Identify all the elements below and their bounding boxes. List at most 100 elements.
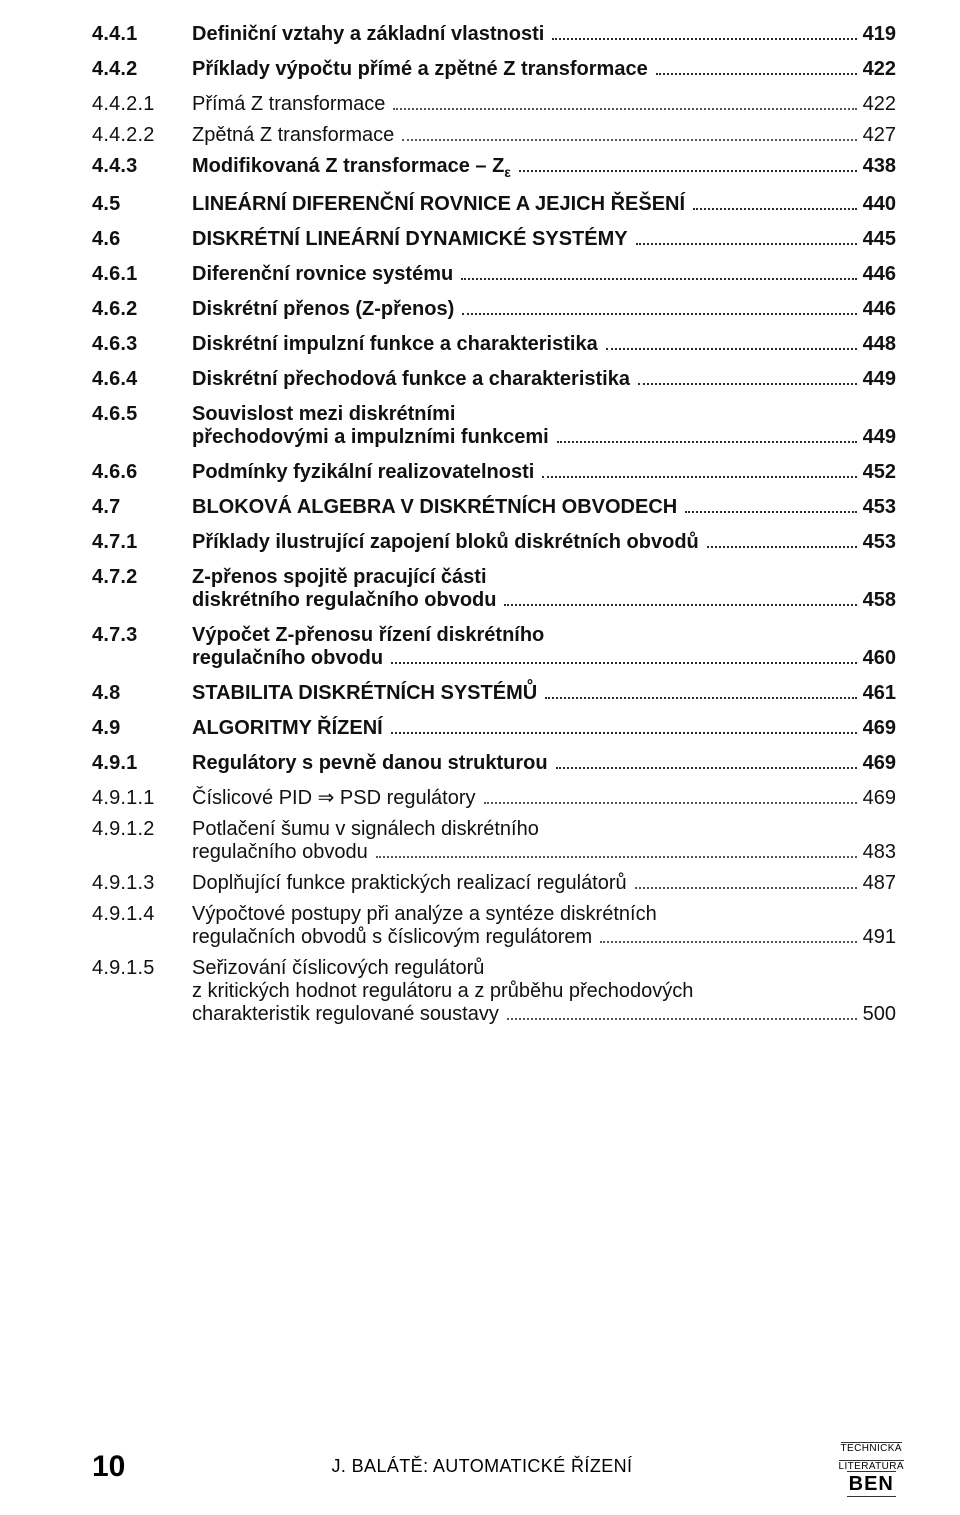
toc-number: 4.6.2 <box>92 299 192 320</box>
toc-page-number: 453 <box>863 497 896 518</box>
toc-page-number: 419 <box>863 24 896 45</box>
toc-page-number: 438 <box>863 156 896 177</box>
toc-title-line: Výpočet Z-přenosu řízení diskrétního <box>192 625 896 646</box>
toc-row: 4.9.1.5Seřizování číslicových regulátorů… <box>92 958 896 1025</box>
toc-title-text: Přímá Z transformace <box>192 94 385 115</box>
toc-page-number: 469 <box>863 718 896 739</box>
toc-title-text: regulačního obvodu <box>192 648 383 669</box>
toc-title-text: Regulátory s pevně danou strukturou <box>192 753 548 774</box>
toc-number: 4.6.6 <box>92 462 192 483</box>
toc-leader-dots <box>638 372 857 385</box>
toc-number: 4.4.2.1 <box>92 94 192 115</box>
toc-title-line: charakteristik regulované soustavy500 <box>192 1004 896 1025</box>
toc-title-block: Definiční vztahy a základní vlastnosti 41… <box>192 24 896 45</box>
toc-leader-dots <box>685 500 856 513</box>
toc-title-line: Seřizování číslicových regulátorů <box>192 958 896 979</box>
toc-page-number: 449 <box>863 369 896 390</box>
toc-title-block: Zpětná Z transformace427 <box>192 125 896 146</box>
toc-title-text: Definiční vztahy a základní vlastnosti <box>192 24 544 45</box>
toc-title-line: Definiční vztahy a základní vlastnosti 41… <box>192 24 896 45</box>
toc-row: 4.4.2.1Přímá Z transformace 422 <box>92 94 896 115</box>
toc-number: 4.6.4 <box>92 369 192 390</box>
toc-row: 4.9.1.2Potlačení šumu v signálech diskré… <box>92 819 896 863</box>
toc-title-line: diskrétního regulačního obvodu458 <box>192 590 896 611</box>
toc-title-block: Příklady ilustrující zapojení bloků disk… <box>192 532 896 553</box>
toc-title-block: ALGORITMY ŘÍZENÍ469 <box>192 718 896 739</box>
footer-author-text: J. BALÁTĚ: AUTOMATICKÉ ŘÍZENÍ <box>331 1456 632 1476</box>
toc-row: 4.6.4Diskrétní přechodová funkce a chara… <box>92 369 896 390</box>
toc-leader-dots <box>656 62 857 75</box>
toc-leader-dots <box>693 197 857 210</box>
toc-number: 4.9.1.4 <box>92 904 192 925</box>
toc-page-number: 461 <box>863 683 896 704</box>
toc-title-text: Příklady ilustrující zapojení bloků disk… <box>192 532 699 553</box>
toc-title-block: Doplňující funkce praktických realizací … <box>192 873 896 894</box>
toc-title-text: přechodovými a impulzními funkcemi <box>192 427 549 448</box>
toc-leader-dots <box>636 232 857 245</box>
toc-title-block: Příklady výpočtu přímé a zpětné Z transf… <box>192 59 896 80</box>
toc-leader-dots <box>545 686 856 699</box>
toc-leader-dots <box>542 465 856 478</box>
toc-title-line: DISKRÉTNÍ LINEÁRNÍ DYNAMICKÉ SYSTÉMY445 <box>192 229 896 250</box>
toc-title-block: Modifikovaná Z transformace – Zε438 <box>192 156 896 180</box>
toc-number: 4.8 <box>92 683 192 704</box>
toc-row: 4.9.1Regulátory s pevně danou strukturou… <box>92 753 896 774</box>
page-footer: 10 J. BALÁTĚ: AUTOMATICKÉ ŘÍZENÍ TECHNIC… <box>0 1438 960 1495</box>
toc-number: 4.7.2 <box>92 567 192 588</box>
toc-leader-dots <box>600 930 856 943</box>
toc-leader-dots <box>507 1007 857 1020</box>
toc-title-block: Diskrétní impulzní funkce a charakterist… <box>192 334 896 355</box>
toc-row: 4.7.3Výpočet Z-přenosu řízení diskrétníh… <box>92 625 896 669</box>
toc-row: 4.8STABILITA DISKRÉTNÍCH SYSTÉMŮ 461 <box>92 683 896 704</box>
toc-title-line: Doplňující funkce praktických realizací … <box>192 873 896 894</box>
toc-title-block: Seřizování číslicových regulátorůz kriti… <box>192 958 896 1025</box>
toc-page-number: 446 <box>863 264 896 285</box>
toc-title-line: Modifikovaná Z transformace – Zε438 <box>192 156 896 180</box>
toc-page-number: 469 <box>863 788 896 809</box>
toc-page-number: 422 <box>863 59 896 80</box>
toc-leader-dots <box>462 302 856 315</box>
toc-title-block: Diskrétní přechodová funkce a charakteri… <box>192 369 896 390</box>
toc-row: 4.7BLOKOVÁ ALGEBRA V DISKRÉTNÍCH OBVODEC… <box>92 497 896 518</box>
toc-title-block: STABILITA DISKRÉTNÍCH SYSTÉMŮ 461 <box>192 683 896 704</box>
toc-title-line: regulačního obvodu460 <box>192 648 896 669</box>
toc-number: 4.9.1.1 <box>92 788 192 809</box>
toc-number: 4.4.2.2 <box>92 125 192 146</box>
toc-number: 4.5 <box>92 194 192 215</box>
toc-page-number: 491 <box>863 927 896 948</box>
toc-title-line: Souvislost mezi diskrétními <box>192 404 896 425</box>
toc-title-line: ALGORITMY ŘÍZENÍ469 <box>192 718 896 739</box>
toc-number: 4.7.3 <box>92 625 192 646</box>
toc-title-line: LINEÁRNÍ DIFERENČNÍ ROVNICE A JEJICH ŘEŠ… <box>192 194 896 215</box>
toc-title-text: Doplňující funkce praktických realizací … <box>192 873 627 894</box>
toc-title-line: regulačního obvodu483 <box>192 842 896 863</box>
toc-leader-dots <box>557 430 857 443</box>
toc-title-line: Výpočtové postupy při analýze a syntéze … <box>192 904 896 925</box>
toc-title-text: Diferenční rovnice systému <box>192 264 453 285</box>
toc-number: 4.9 <box>92 718 192 739</box>
document-page: 4.4.1Definiční vztahy a základní vlastno… <box>0 0 960 1515</box>
toc-leader-dots <box>504 593 856 606</box>
toc-row: 4.9.1.1Číslicové PID ⇒ PSD regulátory469 <box>92 788 896 809</box>
toc-row: 4.9.1.3Doplňující funkce praktických rea… <box>92 873 896 894</box>
toc-number: 4.6 <box>92 229 192 250</box>
toc-row: 4.6.1Diferenční rovnice systému446 <box>92 264 896 285</box>
toc-title-line: BLOKOVÁ ALGEBRA V DISKRÉTNÍCH OBVODECH45… <box>192 497 896 518</box>
toc-leader-dots <box>484 791 857 804</box>
toc-number: 4.6.3 <box>92 334 192 355</box>
toc-row: 4.9.1.4Výpočtové postupy při analýze a s… <box>92 904 896 948</box>
toc-row: 4.9ALGORITMY ŘÍZENÍ469 <box>92 718 896 739</box>
toc-title-text: regulačních obvodů s číslicovým reguláto… <box>192 927 592 948</box>
toc-row: 4.7.1Příklady ilustrující zapojení bloků… <box>92 532 896 553</box>
toc-row: 4.7.2Z-přenos spojitě pracující částidis… <box>92 567 896 611</box>
toc-page-number: 487 <box>863 873 896 894</box>
toc-row: 4.6.2Diskrétní přenos (Z-přenos)446 <box>92 299 896 320</box>
toc-number: 4.7 <box>92 497 192 518</box>
toc-title-block: Souvislost mezi diskrétnímipřechodovými … <box>192 404 896 448</box>
toc-row: 4.6DISKRÉTNÍ LINEÁRNÍ DYNAMICKÉ SYSTÉMY4… <box>92 229 896 250</box>
toc-title-text: charakteristik regulované soustavy <box>192 1004 499 1025</box>
toc-page-number: 422 <box>863 94 896 115</box>
toc-row: 4.4.2Příklady výpočtu přímé a zpětné Z t… <box>92 59 896 80</box>
toc-number: 4.4.1 <box>92 24 192 45</box>
toc-title-text: STABILITA DISKRÉTNÍCH SYSTÉMŮ <box>192 683 537 704</box>
